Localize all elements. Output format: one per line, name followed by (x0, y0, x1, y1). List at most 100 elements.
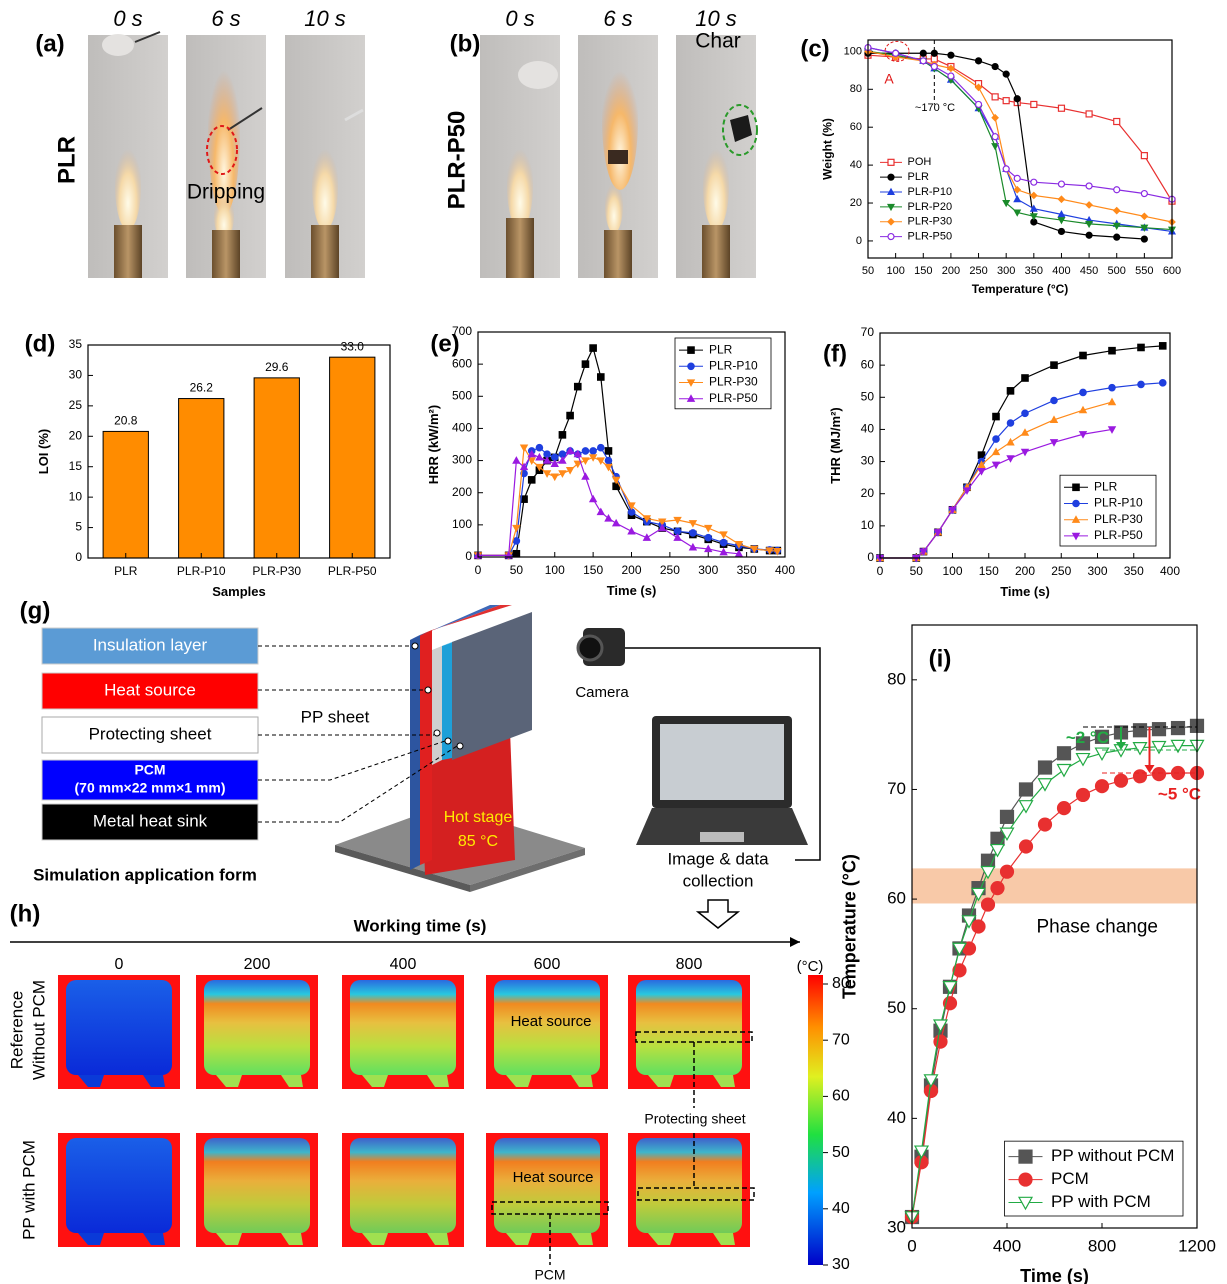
marker (1109, 427, 1115, 433)
marker (590, 448, 596, 454)
marker (628, 528, 634, 534)
marker (1058, 211, 1064, 216)
y-axis-title: HRR (kW/m²) (426, 405, 441, 484)
marker (705, 546, 711, 552)
marker (559, 471, 565, 477)
marker (1160, 380, 1166, 386)
marker (1031, 179, 1037, 185)
annotation: Dripping (187, 181, 265, 204)
x-tick-label: 400 (1160, 564, 1180, 578)
x-tick-label: 100 (886, 265, 904, 277)
y-tick-label: 30 (887, 1217, 906, 1236)
y-tick-label: 70 (887, 779, 906, 798)
marker (1077, 754, 1090, 766)
marker (893, 50, 899, 56)
marker (1080, 389, 1086, 395)
colorbar-label: 30 (832, 1256, 850, 1273)
x-tick-label: 0 (475, 563, 482, 577)
marker (1001, 810, 1014, 823)
marker (992, 134, 998, 140)
y-tick-label: 5 (75, 520, 82, 534)
marker (1051, 397, 1057, 403)
x-tick-label: PLR-P10 (177, 564, 226, 578)
time-label: 800 (676, 956, 703, 973)
marker (1058, 765, 1071, 777)
y-tick-label: 100 (844, 45, 862, 57)
x-tick-label: 350 (1025, 265, 1043, 277)
x-tick-label: 350 (1124, 564, 1144, 578)
marker (972, 920, 985, 933)
time-label: 0 s (505, 6, 534, 31)
marker (1160, 343, 1166, 349)
marker (567, 412, 573, 418)
x-axis-title: Time (s) (1000, 584, 1050, 599)
marker (582, 473, 588, 479)
legend-label: PLR (908, 171, 929, 183)
point (425, 687, 431, 693)
marker (934, 1035, 947, 1048)
marker (1022, 410, 1028, 416)
y-tick-label: 35 (69, 337, 83, 351)
marker (991, 882, 1004, 895)
x-tick-label: PLR (114, 564, 138, 578)
colorbar-label: 50 (832, 1144, 850, 1161)
marker (513, 526, 519, 532)
y-tick-label: 0 (75, 550, 82, 564)
marker (993, 413, 999, 419)
time-label: 600 (534, 956, 561, 973)
marker (1003, 166, 1009, 172)
time-label: 0 s (113, 6, 142, 31)
y-axis-title: THR (MJ/m²) (828, 407, 843, 484)
annotation: Protecting sheet (644, 1111, 745, 1127)
marker (931, 50, 937, 56)
x-tick-label: 400 (1052, 265, 1070, 277)
layer-label: Metal heat sink (93, 811, 208, 830)
row-label: Reference (7, 991, 26, 1069)
label: Image & data (667, 849, 769, 868)
sample-label: PLR-P50 (443, 111, 470, 210)
y-tick-label: 200 (452, 485, 472, 499)
marker (1039, 761, 1052, 774)
bar (103, 431, 148, 558)
label: PP sheet (301, 707, 370, 726)
figure: (a) PLR 0 s 6 s 10 s Dripping (b) PLR-P5… (0, 0, 1227, 1284)
flame (602, 50, 638, 190)
arrowhead (790, 937, 800, 947)
x-tick-label: 250 (1051, 564, 1071, 578)
marker (888, 174, 894, 180)
x-tick-label: 300 (1087, 564, 1107, 578)
marker (1073, 484, 1079, 490)
marker (1141, 191, 1147, 197)
sample-disc (518, 61, 558, 89)
marker (1051, 440, 1057, 446)
marker (1134, 724, 1147, 737)
marker (1001, 865, 1014, 878)
x-tick-label: 150 (914, 265, 932, 277)
value-label: 29.6 (265, 360, 289, 374)
x-axis-title: Temperature (°C) (972, 282, 1069, 296)
thermal-body (350, 980, 456, 1075)
x-tick-label: 350 (737, 563, 757, 577)
x-tick-label: 50 (910, 564, 924, 578)
legend-label: PLR-P20 (908, 201, 953, 213)
y-tick-label: 500 (452, 388, 472, 402)
x-tick-label: 150 (583, 563, 603, 577)
page: (a) PLR 0 s 6 s 10 s Dripping (b) PLR-P5… (0, 0, 1227, 1284)
x-tick-label: 250 (660, 563, 680, 577)
layer-label: Protecting sheet (89, 724, 212, 743)
band (912, 868, 1197, 903)
y-tick-label: 25 (69, 398, 83, 412)
y-tick-label: 0 (867, 550, 874, 564)
down-arrow (698, 900, 738, 928)
y-tick-label: 15 (69, 459, 83, 473)
x-tick-label: 50 (862, 265, 874, 277)
marker (1080, 432, 1086, 438)
marker (598, 374, 604, 380)
marker (513, 538, 519, 544)
legend-label: PLR-P30 (1094, 512, 1143, 526)
label: Hot stage (444, 809, 513, 826)
marker (1086, 183, 1092, 189)
annotation: ~170 °C (915, 102, 955, 114)
marker (1141, 153, 1147, 159)
legend-label: PLR-P30 (908, 216, 953, 228)
